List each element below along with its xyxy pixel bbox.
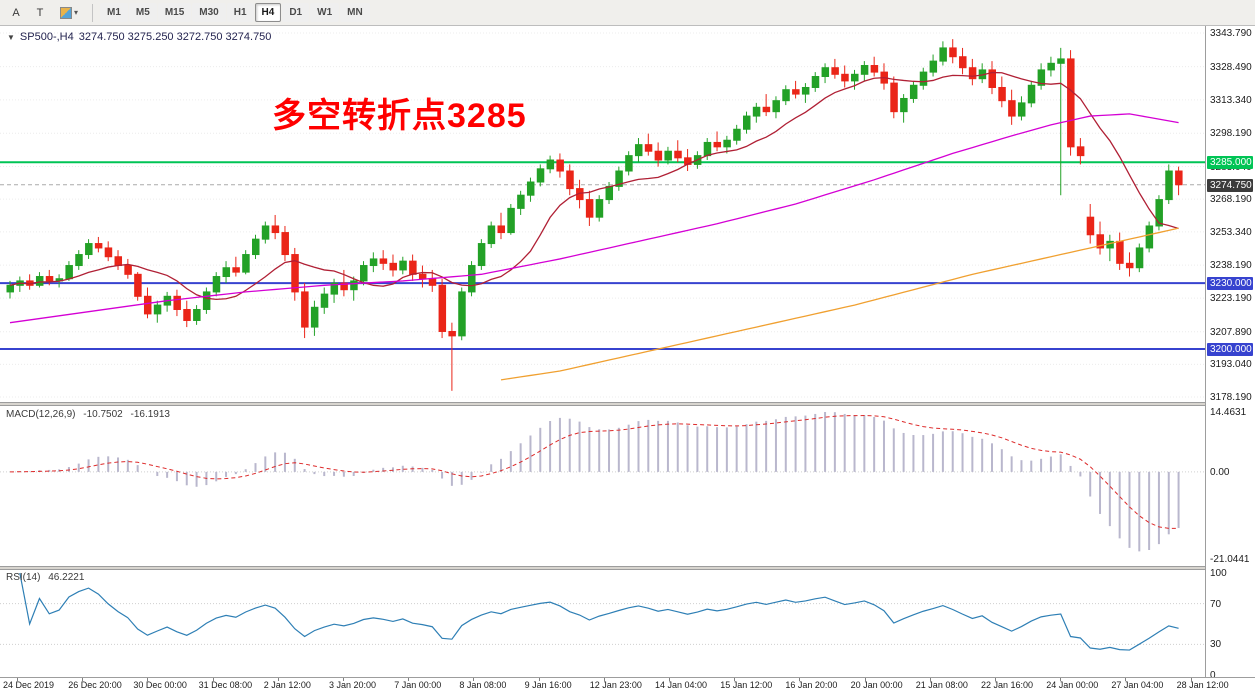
price-axis-label: 3238.190 (1210, 260, 1252, 272)
macd-signal-value: -16.1913 (130, 409, 170, 420)
rsi-title: RSI(14) (6, 572, 41, 583)
time-axis-tick (473, 678, 475, 681)
time-axis-tick (929, 678, 931, 681)
timeframe-button-d1[interactable]: D1 (282, 3, 310, 22)
panel-divider[interactable] (0, 566, 1255, 570)
rsi-axis-label: 70 (1210, 598, 1222, 610)
price-axis-label: 3178.190 (1210, 392, 1252, 403)
timeframe-button-m15[interactable]: M15 (157, 3, 192, 22)
time-axis-tick (799, 678, 801, 681)
macd-title: MACD(12,26,9) (6, 409, 76, 420)
time-axis-tick (408, 678, 410, 681)
chart-annotation-text: 多空转折点3285 (272, 97, 527, 135)
price-axis-label: 3253.340 (1210, 226, 1252, 238)
time-axis-tick (669, 678, 670, 681)
hline-price-tag: 3285.000 (1207, 156, 1253, 170)
panel-divider[interactable] (0, 402, 1255, 406)
macd-axis-label: 14.4631 (1210, 407, 1247, 418)
time-axis-tick (17, 678, 18, 681)
symbol-title: SP500-,H4 (19, 31, 74, 43)
time-axis-tick (343, 678, 344, 681)
macd-axis-label: 0.00 (1210, 466, 1230, 478)
price-axis-label: 3268.190 (1210, 194, 1252, 206)
timeframe-button-m5[interactable]: M5 (128, 3, 157, 22)
rsi-header: RSI(14) 46.2221 (6, 572, 89, 583)
ohlc-values: 3274.750 3275.250 3272.750 3274.750 (78, 31, 272, 43)
rsi-value: 46.2221 (48, 572, 85, 583)
time-axis-tick (864, 678, 866, 681)
time-axis-label: 15 Jan 12:00 (720, 680, 773, 690)
price-axis-label: 3193.040 (1210, 359, 1252, 371)
time-axis-tick (277, 678, 279, 681)
time-axis-label: 20 Jan 00:00 (850, 680, 903, 690)
time-axis-label: 24 Dec 2019 (3, 680, 55, 690)
price-axis-label: 3313.340 (1210, 94, 1252, 106)
time-axis-label: 28 Jan 12:00 (1176, 680, 1229, 690)
timeframe-button-h1[interactable]: H1 (226, 3, 254, 22)
symbol-dropdown-icon[interactable]: ▼ (7, 32, 15, 42)
time-axis-label: 24 Jan 00:00 (1046, 680, 1099, 690)
time-axis-tick (1190, 678, 1192, 681)
time-axis-label: 2 Jan 12:00 (263, 680, 311, 690)
time-axis-label: 9 Jan 16:00 (524, 680, 572, 690)
time-axis-label: 8 Jan 08:00 (459, 680, 507, 690)
price-axis-label: 3207.890 (1210, 326, 1252, 338)
price-axis[interactable]: 3343.7903328.4903313.3403298.1903283.040… (1205, 26, 1255, 681)
price-axis-label: 3298.190 (1210, 128, 1252, 140)
macd-main-value: -10.7502 (83, 409, 123, 420)
time-axis-tick (212, 678, 214, 681)
time-axis-tick (603, 678, 605, 681)
time-axis-tick (82, 678, 84, 681)
rsi-axis-label: 100 (1210, 568, 1227, 579)
chart-header: ▼ SP500-,H4 3274.750 3275.250 3272.750 3… (7, 31, 271, 43)
time-axis-label: 14 Jan 04:00 (655, 680, 708, 690)
price-axis-label: 3328.490 (1210, 61, 1252, 73)
rsi-indicator-canvas[interactable] (0, 570, 1205, 677)
macd-header: MACD(12,26,9) -10.7502 -16.1913 (6, 409, 175, 420)
time-axis-label: 30 Dec 00:00 (133, 680, 187, 690)
timeframe-button-mn[interactable]: MN (340, 3, 370, 22)
time-axis-label: 27 Jan 04:00 (1111, 680, 1164, 690)
macd-axis-label: -21.0441 (1210, 554, 1250, 565)
time-axis[interactable]: 24 Dec 2019 26 Dec 20:00 30 Dec 00:00 31 De… (0, 677, 1255, 691)
time-axis-label: 31 Dec 08:00 (198, 680, 253, 690)
timeframe-button-h4[interactable]: H4 (254, 3, 282, 22)
hline-price-tag: 3230.000 (1207, 277, 1253, 291)
time-axis-label: 26 Dec 20:00 (68, 680, 122, 690)
hline-price-tag: 3200.000 (1207, 343, 1253, 357)
text-tool-button[interactable]: T (29, 3, 51, 23)
time-axis-label: 3 Jan 20:00 (329, 680, 377, 690)
style-swatch-icon (60, 6, 72, 19)
time-axis-label: 16 Jan 20:00 (785, 680, 838, 690)
toolbar: A T ▾ M1 M5 M15 M30 H1 H4 D1 W1 MN (0, 0, 1255, 26)
timeframe-button-group: M1 M5 M15 M30 H1 H4 D1 W1 MN (100, 3, 370, 22)
rsi-axis-label: 30 (1210, 639, 1222, 651)
toolbar-separator (92, 3, 94, 22)
rsi-axis-label: 0 (1210, 670, 1216, 681)
chart-styles-dropdown-button[interactable]: ▾ (53, 3, 85, 23)
time-axis-label: 22 Jan 16:00 (981, 680, 1034, 690)
time-axis-tick (734, 678, 736, 681)
timeframe-button-m1[interactable]: M1 (100, 3, 128, 22)
time-axis-tick (1060, 678, 1062, 681)
timeframe-button-m30[interactable]: M30 (192, 3, 226, 22)
timeframe-button-w1[interactable]: W1 (310, 3, 340, 22)
time-axis-tick (1125, 678, 1127, 681)
time-axis-tick (147, 678, 149, 681)
time-axis-label: 7 Jan 00:00 (394, 680, 442, 690)
price-chart-canvas[interactable] (0, 26, 1205, 402)
current-price-tag: 3274.750 (1207, 178, 1253, 192)
time-axis-tick (995, 678, 996, 681)
time-axis-label: 12 Jan 23:00 (589, 680, 642, 690)
macd-indicator-canvas[interactable] (0, 406, 1205, 566)
price-axis-label: 3343.790 (1210, 28, 1252, 39)
time-axis-tick (538, 678, 540, 681)
pointer-tool-button[interactable]: A (5, 3, 27, 23)
time-axis-label: 21 Jan 08:00 (915, 680, 968, 690)
chevron-down-icon: ▾ (74, 8, 79, 17)
price-axis-label: 3223.190 (1210, 293, 1252, 305)
